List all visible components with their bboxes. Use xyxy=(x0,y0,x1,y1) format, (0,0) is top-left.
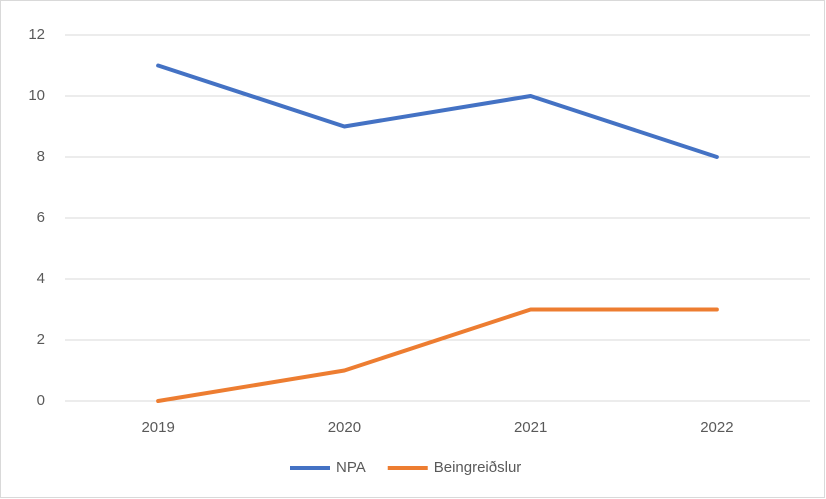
x-tick-label: 2021 xyxy=(514,419,547,436)
legend-label: NPA xyxy=(336,459,366,476)
x-tick-label: 2020 xyxy=(328,419,361,436)
x-tick-label: 2019 xyxy=(141,419,174,436)
series-line xyxy=(156,63,719,159)
series-line xyxy=(156,307,719,403)
x-tick-label: 2022 xyxy=(700,419,733,436)
y-tick-label: 8 xyxy=(37,148,45,165)
y-tick-label: 2 xyxy=(37,331,45,348)
y-tick-label: 12 xyxy=(28,26,45,43)
y-tick-label: 0 xyxy=(37,392,45,409)
y-tick-label: 10 xyxy=(28,87,45,104)
y-tick-label: 4 xyxy=(37,270,45,287)
legend-label: Beingreiðslur xyxy=(434,459,522,476)
y-tick-label: 6 xyxy=(37,209,45,226)
